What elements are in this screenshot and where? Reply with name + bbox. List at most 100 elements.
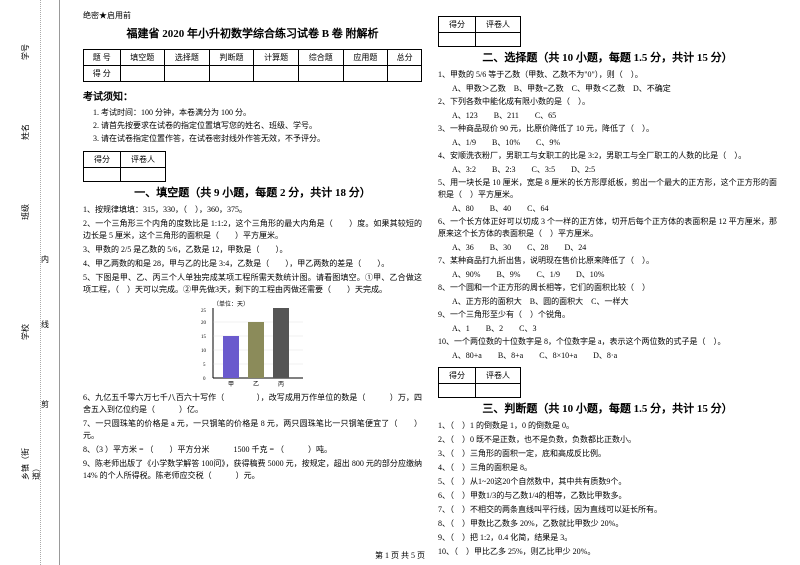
cell: 得分 bbox=[439, 17, 476, 33]
svg-text:15: 15 bbox=[201, 335, 207, 340]
question: 7、某种商品打九折出售，说明现在售价比原来降低了（ ）。 bbox=[438, 255, 777, 267]
chart-ylabel: （单位：天） bbox=[213, 300, 249, 308]
svg-text:25: 25 bbox=[201, 309, 207, 314]
fold-char: 剪 bbox=[40, 400, 51, 408]
question: 4、甲乙两数的和是 28，甲与乙的比是 3:4，乙数是（ ），甲乙两数的差是（ … bbox=[83, 258, 422, 270]
options: A、80+a B、8+a C、8×10+a D、8·a bbox=[438, 350, 777, 361]
bar-label: 甲 bbox=[228, 381, 234, 388]
cell: 评卷人 bbox=[121, 152, 166, 168]
cell: 题 号 bbox=[84, 50, 121, 66]
options: A、甲数＞乙数 B、甲数=乙数 C、甲数＜乙数 D、不确定 bbox=[438, 83, 777, 94]
options: A、80 B、40 C、64 bbox=[438, 203, 777, 214]
question: 3、甲数的 2/5 是乙数的 5/6，乙数是 12，甲数是（ ）。 bbox=[83, 244, 422, 256]
page: 学号 姓名 班级 学校 乡镇（街道） 内 线 剪 绝密★启用前 福建省 2020… bbox=[0, 0, 800, 565]
cell: 选择题 bbox=[165, 50, 210, 66]
bar bbox=[223, 336, 239, 378]
section-1-title: 一、填空题（共 9 小题，每题 2 分，共计 18 分） bbox=[83, 184, 422, 200]
section-score-box: 得分评卷人 bbox=[83, 151, 166, 182]
svg-text:20: 20 bbox=[201, 321, 207, 326]
cell[interactable] bbox=[388, 66, 422, 82]
page-footer: 第 1 页 共 5 页 bbox=[375, 550, 425, 561]
cell: 评卷人 bbox=[476, 17, 521, 33]
question: 1、（ ）1 的倒数是 1，0 的倒数是 0。 bbox=[438, 420, 777, 432]
gutter-label: 乡镇（街道） bbox=[20, 441, 42, 480]
table-row: 题 号 填空题 选择题 判断题 计算题 综合题 应用题 总分 bbox=[84, 50, 422, 66]
svg-text:10: 10 bbox=[201, 349, 207, 354]
options: A、1 B、2 C、3 bbox=[438, 323, 777, 334]
question: 2、一个三角形三个内角的度数比是 1:1:2，这个三角形的最大内角是（ ）度。如… bbox=[83, 218, 422, 242]
cell[interactable] bbox=[209, 66, 254, 82]
question: 6、（ ）甲数1/3的与乙数1/4的相等，乙数比甲数多。 bbox=[438, 490, 777, 502]
cell: 得分 bbox=[84, 152, 121, 168]
dotted-fold-line bbox=[40, 0, 41, 565]
cell[interactable] bbox=[476, 384, 521, 398]
cell: 计算题 bbox=[254, 50, 299, 66]
fold-char: 线 bbox=[40, 320, 51, 328]
bar-chart: （单位：天） 0 5 10 15 20 25 甲 乙 丙 bbox=[193, 298, 313, 388]
bar bbox=[273, 308, 289, 378]
cell[interactable] bbox=[343, 66, 388, 82]
question: 8、（ ）甲数比乙数多 20%，乙数就比甲数少 20%。 bbox=[438, 518, 777, 530]
notice-header: 考试须知： bbox=[83, 88, 422, 103]
bar-label: 丙 bbox=[278, 381, 284, 388]
question: 8、（3 ）平方米 = （ ）平方分米 1500 千克 = （ ）吨。 bbox=[83, 444, 422, 456]
bar bbox=[248, 322, 264, 378]
choice-list: 1、甲数的 5/6 等于乙数（甲数、乙数不为"0"），则（ ）。 A、甲数＞乙数 … bbox=[438, 69, 777, 361]
cell: 得 分 bbox=[84, 66, 121, 82]
fold-char: 内 bbox=[40, 255, 51, 263]
section-score-box: 得分评卷人 bbox=[438, 16, 521, 47]
question: 3、（ ）三角形的面积一定，底和高成反比例。 bbox=[438, 448, 777, 460]
question: 9、（ ）把 1:2，0.4 化简，结果是 3。 bbox=[438, 532, 777, 544]
gutter-label: 学号 bbox=[20, 44, 31, 60]
question: 5、下图是甲、乙、丙三个人单独完成某项工程所需天数统计图。请看图填空。①甲、乙合… bbox=[83, 272, 422, 296]
secret-label: 绝密★启用前 bbox=[83, 10, 422, 21]
cell[interactable] bbox=[84, 168, 121, 182]
cell[interactable] bbox=[298, 66, 343, 82]
question: 9、陈老师出版了《小学数学解答 100问》，获得稿费 5000 元，按规定，超出… bbox=[83, 458, 422, 482]
gutter-label: 姓名 bbox=[20, 124, 31, 140]
svg-text:0: 0 bbox=[203, 377, 206, 382]
content-area: 绝密★启用前 福建省 2020 年小升初数学综合练习试卷 B 卷 附解析 题 号… bbox=[60, 0, 800, 565]
section-2-title: 二、选择题（共 10 小题，每题 1.5 分，共计 15 分） bbox=[438, 49, 777, 65]
cell: 得分 bbox=[439, 368, 476, 384]
right-column: 得分评卷人 二、选择题（共 10 小题，每题 1.5 分，共计 15 分） 1、… bbox=[430, 10, 785, 545]
cell[interactable] bbox=[121, 168, 166, 182]
question: 1、甲数的 5/6 等于乙数（甲数、乙数不为"0"），则（ ）。 bbox=[438, 69, 777, 81]
paper-title: 福建省 2020 年小升初数学综合练习试卷 B 卷 附解析 bbox=[83, 25, 422, 41]
cell: 评卷人 bbox=[476, 368, 521, 384]
options: A、36 B、30 C、28 D、24 bbox=[438, 242, 777, 253]
question: 5、（ ）从1~20这20个自然数中，其中共有质数9个。 bbox=[438, 476, 777, 488]
cell[interactable] bbox=[165, 66, 210, 82]
question: 9、一个三角形至少有（ ）个锐角。 bbox=[438, 309, 777, 321]
section-3-title: 三、判断题（共 10 小题，每题 1.5 分，共计 15 分） bbox=[438, 400, 777, 416]
bar-label: 乙 bbox=[253, 381, 259, 388]
svg-text:5: 5 bbox=[203, 363, 206, 368]
list-item: 考试时间：100 分钟，本卷满分为 100 分。 bbox=[101, 107, 422, 120]
question: 4、（ ）三角的面积是 8。 bbox=[438, 462, 777, 474]
question: 2、下列各数中能化成有限小数的是（ ）。 bbox=[438, 96, 777, 108]
cell[interactable] bbox=[476, 33, 521, 47]
question: 1、按规律填填：315，330，（ ），360，375。 bbox=[83, 204, 422, 216]
cell: 应用题 bbox=[343, 50, 388, 66]
table-row: 得 分 bbox=[84, 66, 422, 82]
question: 2、（ ）0 既不是正数，也不是负数，负数都比正数小。 bbox=[438, 434, 777, 446]
cell[interactable] bbox=[439, 33, 476, 47]
judge-list: 1、（ ）1 的倒数是 1，0 的倒数是 0。 2、（ ）0 既不是正数，也不是负… bbox=[438, 420, 777, 558]
question: 7、（ ）不相交的两条直线叫平行线，因为直线可以延长所有。 bbox=[438, 504, 777, 516]
binding-gutter: 学号 姓名 班级 学校 乡镇（街道） 内 线 剪 bbox=[0, 0, 60, 565]
question: 10、一个两位数的十位数字是 8，个位数字是 a，表示这个两位数的式子是（ ）。 bbox=[438, 336, 777, 348]
cell[interactable] bbox=[439, 384, 476, 398]
question: 5、用一块长是 10 厘米，宽是 8 厘米的长方形厚纸板，剪出一个最大的正方形，… bbox=[438, 177, 777, 201]
section-score-box: 得分评卷人 bbox=[438, 367, 521, 398]
gutter-label: 班级 bbox=[20, 204, 31, 220]
cell: 填空题 bbox=[120, 50, 165, 66]
cell[interactable] bbox=[254, 66, 299, 82]
score-summary-table: 题 号 填空题 选择题 判断题 计算题 综合题 应用题 总分 得 分 bbox=[83, 49, 422, 82]
left-column: 绝密★启用前 福建省 2020 年小升初数学综合练习试卷 B 卷 附解析 题 号… bbox=[75, 10, 430, 545]
options: A、1/9 B、10% C、9% bbox=[438, 137, 777, 148]
cell[interactable] bbox=[120, 66, 165, 82]
question: 8、一个圆和一个正方形的周长相等，它们的面积比较（ ） bbox=[438, 282, 777, 294]
question: 7、一只圆珠笔的价格是 a 元，一只钢笔的价格是 8 元，两只圆珠笔比一只钢笔便… bbox=[83, 418, 422, 442]
options: A、正方形的面积大 B、圆的面积大 C、一样大 bbox=[438, 296, 777, 307]
question: 3、一种商品现价 90 元，比原价降低了 10 元，降低了（ ）。 bbox=[438, 123, 777, 135]
